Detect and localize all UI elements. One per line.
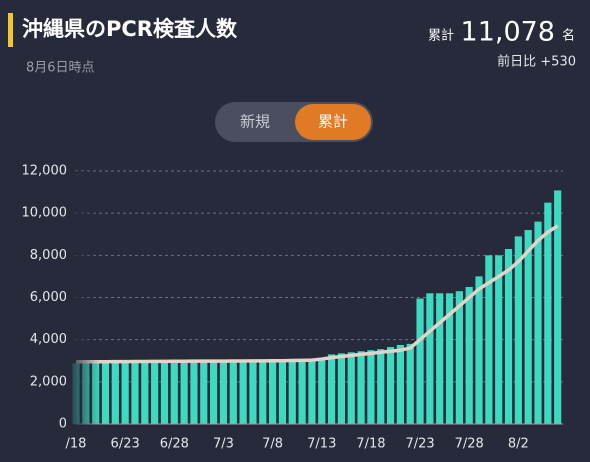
bar [111, 362, 119, 424]
bar [249, 361, 257, 424]
bar [377, 349, 385, 424]
toggle-option[interactable]: 累計 [318, 113, 348, 131]
title-accent [8, 13, 13, 47]
bar [524, 230, 532, 424]
total-unit: 名 [562, 28, 575, 44]
bar [210, 361, 218, 424]
bar [101, 362, 110, 424]
bar [269, 361, 277, 424]
bar [514, 236, 522, 424]
bar [534, 221, 542, 424]
bar [327, 354, 336, 424]
bar [396, 344, 404, 424]
diff: 前日比 +530 [497, 54, 576, 70]
x-tick-label: 7/8 [262, 437, 283, 452]
x-tick-label: 7/23 [405, 437, 434, 452]
x-tick-label: 7/28 [455, 437, 484, 452]
y-tick-label: 10,000 [22, 206, 68, 221]
x-tick-label: 7/3 [213, 437, 234, 452]
y-tick-label: 6,000 [30, 290, 67, 305]
bar [131, 362, 139, 424]
plot: 0 2,000 4,000 6,000 8,000 10,000 12,000/18 6/23… [22, 164, 563, 452]
toggle-active[interactable] [295, 104, 371, 140]
bar [455, 291, 463, 424]
bar [495, 255, 503, 424]
y-tick-label: 12,000 [22, 164, 68, 179]
bar [160, 362, 169, 424]
total-value: 11,078 [461, 17, 555, 48]
bar [318, 358, 326, 424]
bar [406, 343, 414, 424]
bar [357, 351, 365, 424]
bar [436, 293, 444, 424]
y-tick-label: 4,000 [30, 332, 67, 347]
x-tick-label: 7/18 [356, 437, 385, 452]
y-tick-label: 8,000 [30, 248, 67, 263]
bar [337, 353, 346, 424]
bar [170, 362, 178, 424]
bar [554, 190, 562, 424]
bar [465, 286, 473, 424]
bar [259, 361, 267, 424]
bar [386, 347, 395, 424]
x-tick-label: 8/2 [508, 437, 529, 452]
toggle-option[interactable]: 新規 [240, 113, 270, 131]
bar [347, 352, 355, 424]
left-fade [66, 171, 100, 426]
bar [367, 350, 375, 424]
bar [288, 360, 296, 424]
bar [544, 202, 552, 424]
bar [141, 362, 149, 424]
bar [121, 362, 129, 424]
total-label: 累計 [428, 28, 454, 44]
bar [298, 360, 306, 424]
bar [426, 293, 434, 424]
y-tick-label: 2,000 [30, 374, 67, 389]
bar [190, 362, 198, 424]
y-tick-label: 0 [59, 417, 67, 432]
bar [445, 293, 454, 424]
x-tick-label: 7/13 [307, 437, 336, 452]
average-line [76, 224, 559, 364]
x-tick-label: 6/23 [111, 437, 140, 452]
bar [219, 361, 228, 424]
bar [504, 249, 513, 424]
bar [200, 361, 208, 424]
bar [485, 255, 493, 424]
as-of-date: 8月6日時点 [26, 61, 95, 76]
bar [475, 276, 483, 424]
bar [151, 362, 159, 424]
bar [308, 360, 316, 424]
bar [229, 361, 237, 424]
title: 沖縄県のPCR検査人数 [22, 17, 238, 41]
bar [278, 360, 287, 424]
x-tick-label: /18 [66, 437, 87, 452]
bar [180, 362, 188, 424]
bar [416, 298, 424, 424]
x-tick-label: 6/28 [160, 437, 189, 452]
bar [239, 361, 247, 424]
